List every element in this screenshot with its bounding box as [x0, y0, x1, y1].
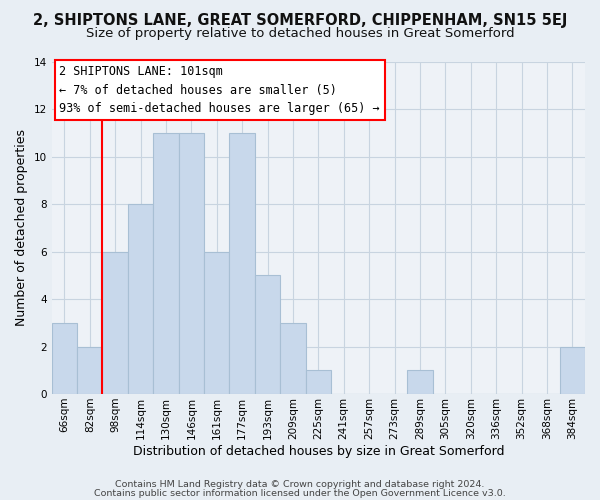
Text: Contains HM Land Registry data © Crown copyright and database right 2024.: Contains HM Land Registry data © Crown c… [115, 480, 485, 489]
Bar [52, 323, 77, 394]
Bar [305, 370, 331, 394]
Y-axis label: Number of detached properties: Number of detached properties [15, 130, 28, 326]
Text: 2 SHIPTONS LANE: 101sqm
← 7% of detached houses are smaller (5)
93% of semi-deta: 2 SHIPTONS LANE: 101sqm ← 7% of detached… [59, 65, 380, 115]
Bar [255, 276, 280, 394]
Bar [407, 370, 433, 394]
Text: Contains public sector information licensed under the Open Government Licence v3: Contains public sector information licen… [94, 489, 506, 498]
Bar [204, 252, 229, 394]
Bar [153, 133, 179, 394]
Bar [77, 346, 103, 394]
Bar [560, 346, 585, 394]
Bar [128, 204, 153, 394]
Bar [229, 133, 255, 394]
Bar [179, 133, 204, 394]
X-axis label: Distribution of detached houses by size in Great Somerford: Distribution of detached houses by size … [133, 444, 504, 458]
Bar [103, 252, 128, 394]
Text: Size of property relative to detached houses in Great Somerford: Size of property relative to detached ho… [86, 28, 514, 40]
Text: 2, SHIPTONS LANE, GREAT SOMERFORD, CHIPPENHAM, SN15 5EJ: 2, SHIPTONS LANE, GREAT SOMERFORD, CHIPP… [33, 12, 567, 28]
Bar [280, 323, 305, 394]
